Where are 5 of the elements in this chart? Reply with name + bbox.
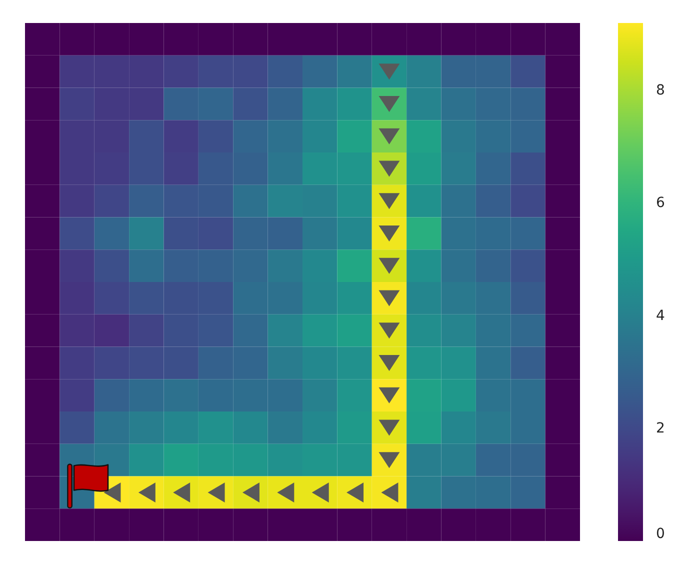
color-bar-label: 0 [656,526,665,542]
color-bar-label: 6 [656,195,665,212]
color-bar-label: 8 [656,82,665,99]
color-bar-label: 2 [656,420,665,436]
color-bar-label: 4 [656,308,665,324]
